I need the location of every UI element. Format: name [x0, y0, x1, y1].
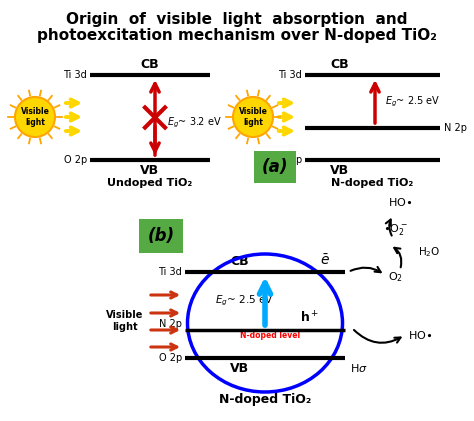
- Text: CB: CB: [231, 255, 249, 268]
- Text: h$^+$: h$^+$: [300, 311, 319, 326]
- Text: O$_2$: O$_2$: [388, 270, 403, 284]
- Text: H$\sigma$: H$\sigma$: [350, 362, 368, 374]
- Text: O 2p: O 2p: [279, 155, 302, 165]
- Text: $\bullet$O$_2^-$: $\bullet$O$_2^-$: [383, 222, 408, 237]
- Text: Undoped TiO₂: Undoped TiO₂: [108, 178, 192, 188]
- Text: CB: CB: [141, 58, 159, 71]
- Text: (b): (b): [147, 227, 174, 245]
- Text: (a): (a): [262, 158, 288, 176]
- Text: Origin  of  visible  light  absorption  and: Origin of visible light absorption and: [66, 12, 408, 27]
- Text: $E_g$~ 3.2 eV: $E_g$~ 3.2 eV: [167, 115, 222, 130]
- Text: VB: VB: [140, 164, 160, 177]
- Text: Visible
light: Visible light: [238, 107, 267, 127]
- Text: Ti 3d: Ti 3d: [158, 267, 182, 277]
- Text: N-doped TiO₂: N-doped TiO₂: [331, 178, 414, 188]
- Text: N 2p: N 2p: [159, 319, 182, 329]
- Text: VB: VB: [230, 362, 250, 375]
- Text: Visible
light: Visible light: [20, 107, 49, 127]
- Text: CB: CB: [331, 58, 349, 71]
- Text: Ti 3d: Ti 3d: [63, 70, 87, 80]
- Circle shape: [15, 97, 55, 137]
- Text: $E_g$~ 2.5 eV: $E_g$~ 2.5 eV: [215, 294, 273, 308]
- FancyBboxPatch shape: [254, 151, 296, 183]
- Text: HO$\bullet$: HO$\bullet$: [408, 329, 432, 341]
- Text: VB: VB: [330, 164, 349, 177]
- Text: photoexcitation mechanism over N-doped TiO₂: photoexcitation mechanism over N-doped T…: [37, 28, 437, 43]
- Text: HO$\bullet$: HO$\bullet$: [388, 196, 412, 208]
- Text: $\bar{e}$: $\bar{e}$: [320, 253, 330, 268]
- Text: Visible
light: Visible light: [106, 310, 144, 332]
- Circle shape: [233, 97, 273, 137]
- Text: H$_2$O: H$_2$O: [418, 245, 440, 259]
- Text: N-doped level: N-doped level: [240, 331, 300, 340]
- FancyBboxPatch shape: [139, 219, 183, 253]
- Text: N-doped TiO₂: N-doped TiO₂: [219, 393, 311, 406]
- Text: $E_g$~ 2.5 eV: $E_g$~ 2.5 eV: [385, 94, 440, 109]
- Text: O 2p: O 2p: [64, 155, 87, 165]
- Text: Ti 3d: Ti 3d: [278, 70, 302, 80]
- Text: O 2p: O 2p: [159, 353, 182, 363]
- Text: N 2p: N 2p: [444, 123, 467, 133]
